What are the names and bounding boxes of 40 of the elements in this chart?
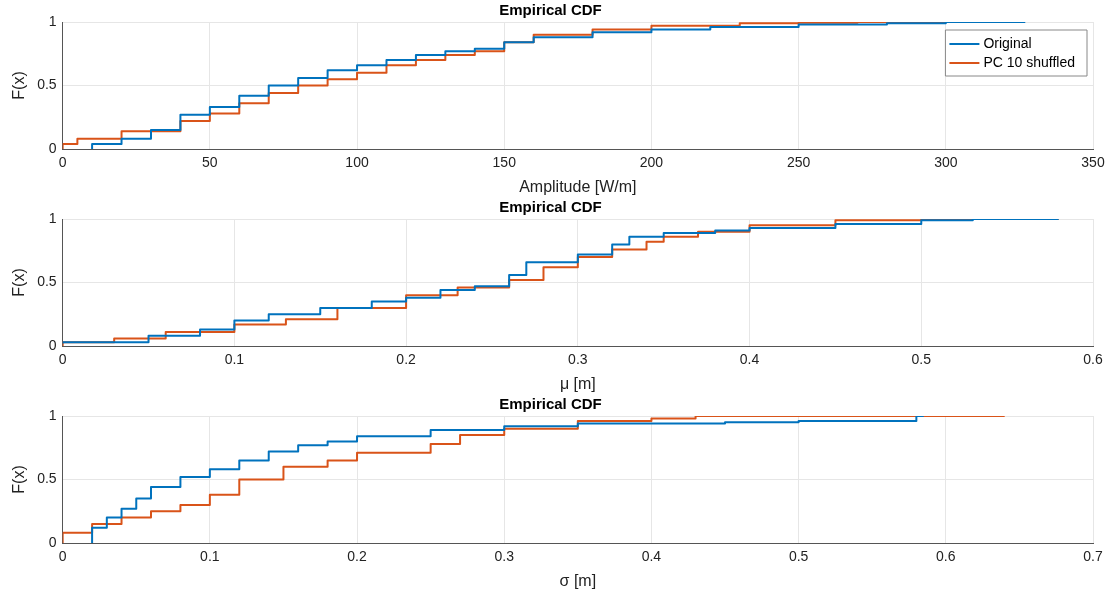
x-tick-label: 150 <box>492 154 517 171</box>
y-axis-title: F(x) <box>10 465 28 494</box>
x-tick-label: 100 <box>345 154 369 171</box>
legend-label: PC 10 shuffled <box>983 53 1076 70</box>
chart-title: Empirical CDF <box>499 395 602 413</box>
x-tick-label: 250 <box>786 154 811 171</box>
y-tick-label: 1 <box>48 406 57 423</box>
x-tick-label: 0.3 <box>494 548 515 565</box>
x-tick-label: 0.2 <box>396 351 417 368</box>
x-tick-label: 200 <box>639 154 664 171</box>
x-tick-label: 0.2 <box>347 548 367 565</box>
x-tick-label: 0.7 <box>1083 548 1103 565</box>
y-tick-label: 0.5 <box>37 76 57 93</box>
x-tick-label: 0.4 <box>641 548 662 565</box>
x-tick-label: 300 <box>934 154 958 171</box>
x-axis-title: Amplitude [W/m] <box>519 177 637 195</box>
x-tick-label: 0.5 <box>911 351 932 368</box>
x-axis-title: σ [m] <box>559 571 597 589</box>
x-tick-label: 0.3 <box>568 351 588 368</box>
x-tick-label: 350 <box>1081 154 1105 171</box>
x-tick-label: 0.5 <box>788 548 809 565</box>
y-axis-title: F(x) <box>10 268 28 297</box>
x-tick-label: 0.1 <box>224 351 245 368</box>
x-tick-label: 0.4 <box>739 351 760 368</box>
x-tick-label: 0.6 <box>936 548 956 565</box>
y-tick-label: 0.5 <box>37 273 57 290</box>
x-tick-label: 0.1 <box>200 548 220 565</box>
chart-title: Empirical CDF <box>499 198 602 216</box>
y-tick-label: 0.5 <box>37 470 57 487</box>
y-tick-label: 0 <box>48 139 57 156</box>
y-tick-label: 1 <box>48 209 57 226</box>
y-tick-label: 0 <box>48 533 57 550</box>
y-tick-label: 1 <box>48 12 57 29</box>
y-axis-title: F(x) <box>10 71 28 100</box>
y-tick-label: 0 <box>48 336 57 353</box>
x-tick-label: 0.6 <box>1083 351 1103 368</box>
chart-title: Empirical CDF <box>499 1 602 19</box>
x-tick-label: 50 <box>202 154 218 171</box>
x-axis-title: μ [m] <box>559 374 596 392</box>
legend-label: Original <box>983 34 1032 51</box>
